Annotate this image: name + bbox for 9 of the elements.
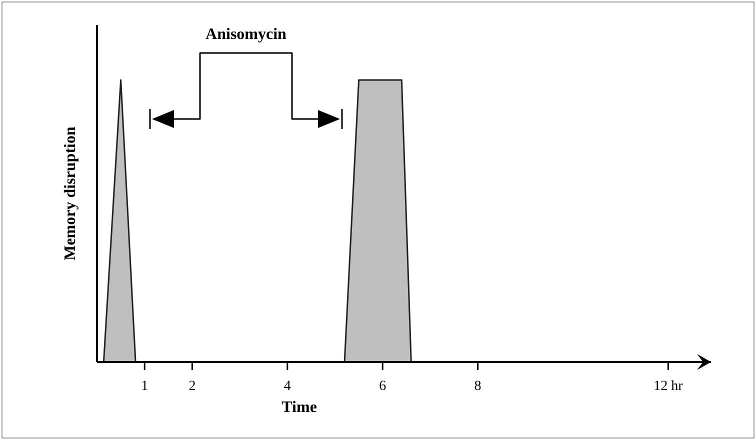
x-tick-label: 12 hr xyxy=(654,379,684,394)
x-tick-label: 1 xyxy=(141,379,148,394)
x-tick-label: 8 xyxy=(474,379,482,394)
y-axis-title: Memory disruption xyxy=(62,126,79,260)
x-tick-label: 4 xyxy=(284,379,291,394)
x-tick-label: 6 xyxy=(379,379,386,394)
text: Anisomycin xyxy=(206,26,287,43)
x-tick-label: 2 xyxy=(188,379,196,394)
x-axis-title: Time xyxy=(282,399,317,416)
